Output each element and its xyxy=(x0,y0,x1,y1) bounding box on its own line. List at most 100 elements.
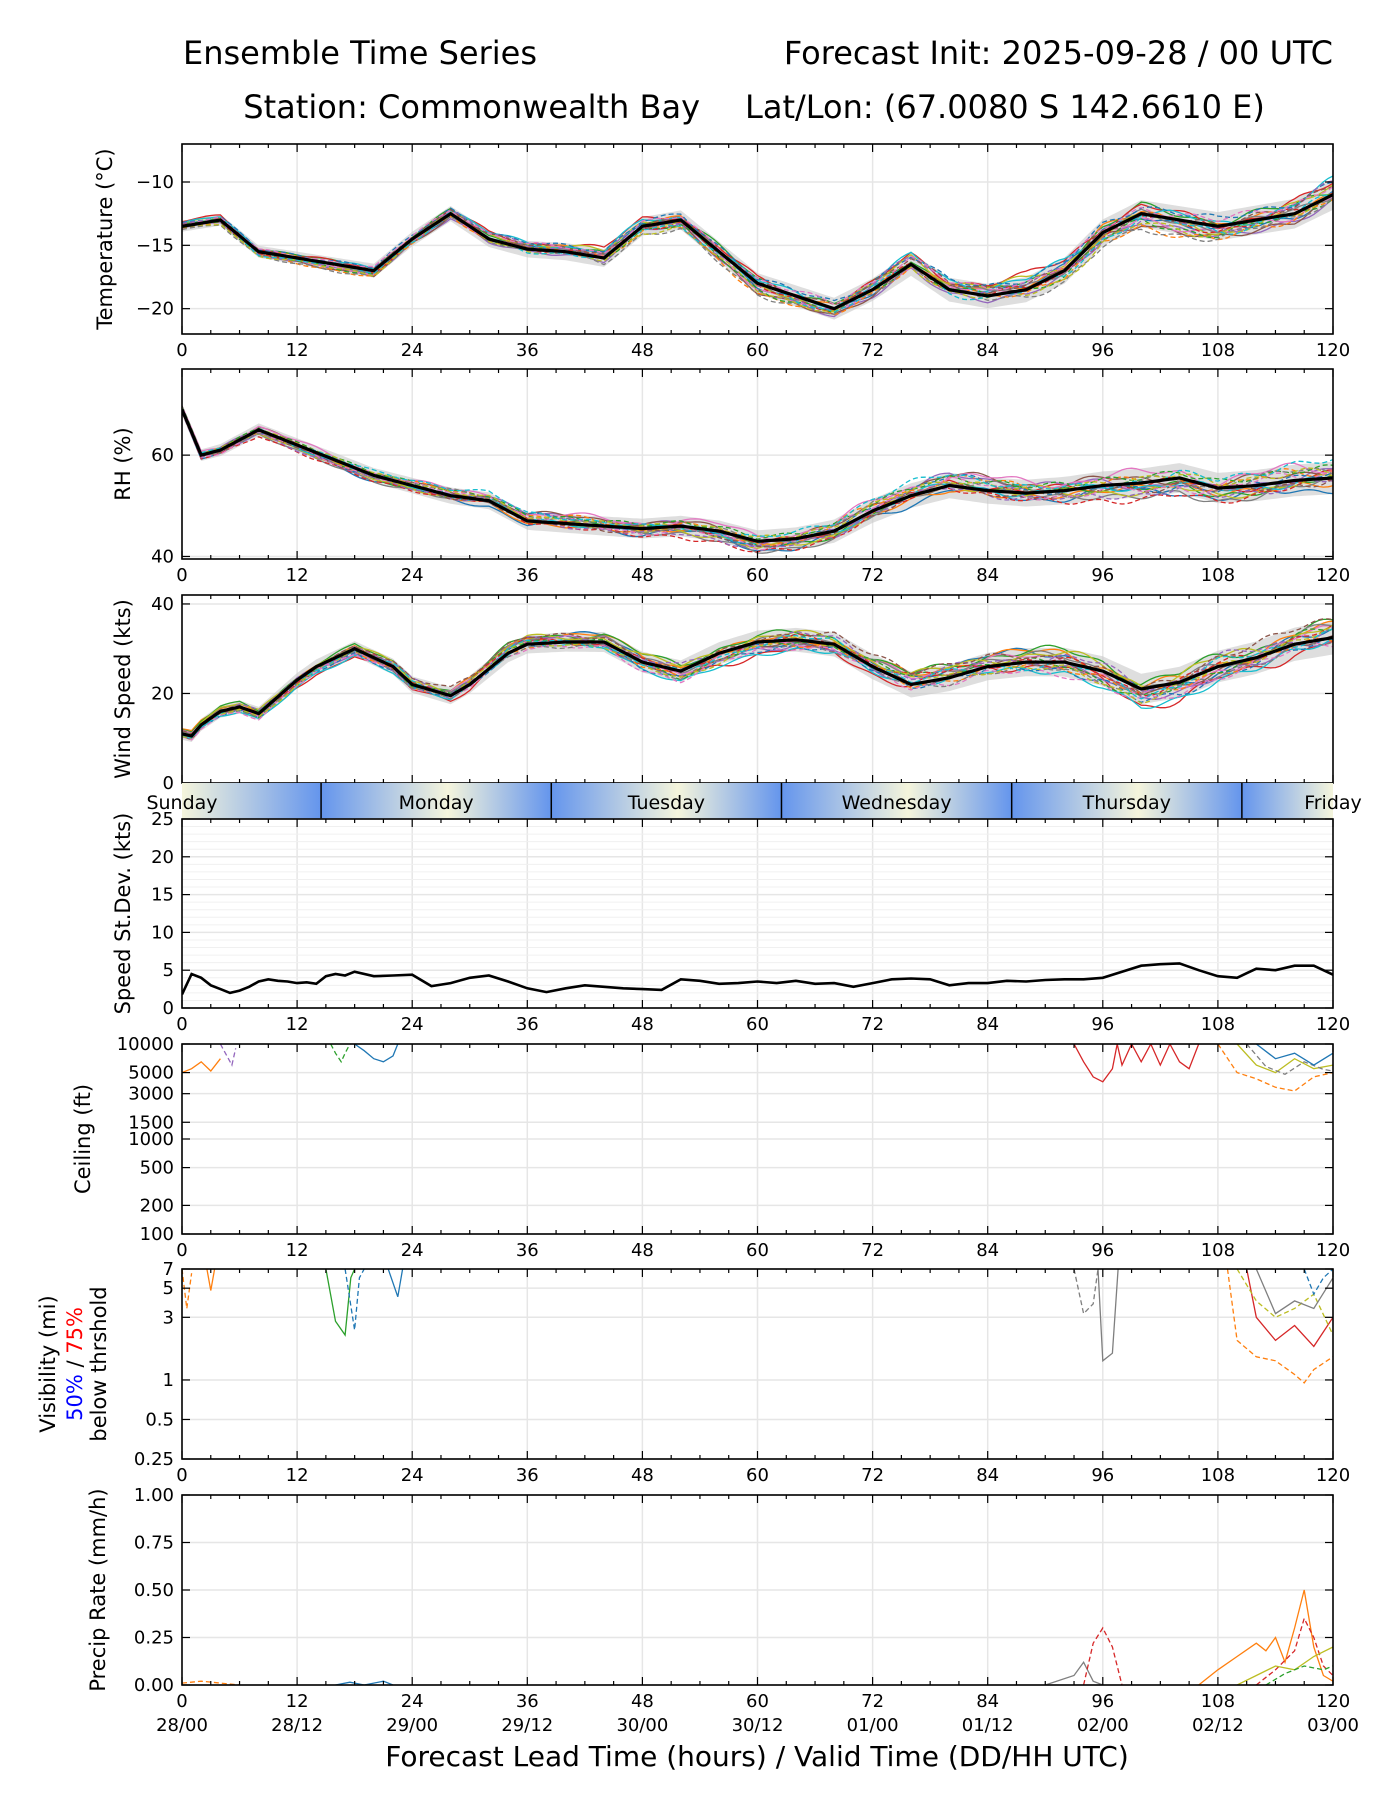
visibility-member-line xyxy=(1246,1269,1333,1348)
temperature-xtick-label: 12 xyxy=(286,340,309,361)
visibility-member-line xyxy=(1097,1269,1119,1363)
panels: 0 12 24 36 48 60 72 84 96 108 120−10−15−20Temperat… xyxy=(36,143,1362,1773)
ceiling-ytick-label: 5000 xyxy=(128,1063,174,1084)
ceiling-ytick-label: 200 xyxy=(140,1195,174,1216)
ceiling-member-line xyxy=(354,1044,399,1063)
precip_rate-member-line xyxy=(1255,1616,1333,1685)
temperature-member-line xyxy=(182,186,1333,306)
wind_speed-ytick-label: 0 xyxy=(163,773,174,794)
rh-xtick-label: 120 xyxy=(1316,565,1350,586)
day-label: Thursday xyxy=(1082,792,1171,814)
precip_rate-member-line xyxy=(1082,1626,1123,1685)
precip_rate-ytick-label: 0.25 xyxy=(134,1628,174,1649)
rh-xtick-label: 72 xyxy=(861,565,884,586)
speed_stdev-ylabel: Speed St.Dev. (kts) xyxy=(111,813,135,1015)
precip_rate-xtick-label: 0 xyxy=(176,1691,187,1712)
wind_speed-member-line xyxy=(182,624,1333,736)
precip_rate-plot-area xyxy=(182,1589,1333,1685)
threshold-50-label: 50% xyxy=(63,1374,87,1421)
ceiling-ytick-label: 10000 xyxy=(117,1034,174,1055)
visibility-xtick-label: 84 xyxy=(976,1465,999,1486)
speed-stdev-line xyxy=(182,962,1333,995)
temperature-xtick-label: 84 xyxy=(976,340,999,361)
visibility-member-line xyxy=(1255,1269,1333,1315)
visibility-xtick-label: 0 xyxy=(176,1465,187,1486)
day-label: Friday xyxy=(1304,792,1362,814)
wind_speed-ylabel: Wind Speed (kts) xyxy=(111,599,135,779)
x-axis-label: Forecast Lead Time (hours) / Valid Time … xyxy=(385,1740,1129,1773)
speed_stdev-xtick-label: 36 xyxy=(516,1014,539,1035)
valid-time-label: 01/12 xyxy=(962,1715,1014,1736)
temperature-xtick-label: 48 xyxy=(631,340,654,361)
wind_speed-ytick-label: 40 xyxy=(151,594,174,615)
day-band-segment xyxy=(781,783,1012,819)
temperature-ytick-label: −20 xyxy=(136,299,174,320)
speed_stdev-plot-area xyxy=(182,826,1333,1001)
speed_stdev-xtick-label: 72 xyxy=(861,1014,884,1035)
ceiling-ytick-label: 1000 xyxy=(128,1129,174,1150)
temperature-ylabel: Temperature (°C) xyxy=(93,148,117,330)
temperature-xtick-label: 24 xyxy=(401,340,424,361)
temperature-xtick-label: 108 xyxy=(1201,340,1235,361)
ceiling-member-line xyxy=(1236,1044,1333,1074)
temperature-panel: 0 12 24 36 48 60 72 84 96 108 120 −10 −15 −20 Temperat… xyxy=(93,143,1350,361)
temperature-xtick-label: 36 xyxy=(516,340,539,361)
visibility-xtick-label: 60 xyxy=(746,1465,769,1486)
wind_speed-member-line xyxy=(182,637,1333,738)
visibility-ylabel: Visibility (mi) xyxy=(36,1295,60,1432)
precip_rate-member-line xyxy=(1236,1646,1333,1685)
visibility-ytick-label: 3 xyxy=(163,1307,174,1328)
precip_rate-xtick-label: 84 xyxy=(976,1691,999,1712)
ceiling-member-line xyxy=(1073,1044,1200,1083)
speed_stdev-ytick-label: 20 xyxy=(151,847,174,868)
day-band-segment xyxy=(551,783,782,819)
ceiling-member-line xyxy=(182,1058,221,1074)
temperature-mean-line xyxy=(182,193,1333,311)
precip_rate-member-line xyxy=(1045,1660,1104,1685)
precip_rate-xtick-label: 108 xyxy=(1201,1691,1235,1712)
valid-time-label: 30/00 xyxy=(616,1715,668,1736)
wind_speed-plot-area xyxy=(182,618,1333,742)
visibility-ytick-label: 0.25 xyxy=(134,1449,174,1470)
rh-member-line xyxy=(182,407,1333,539)
valid-time-label: 28/12 xyxy=(271,1715,323,1736)
ceiling-member-line xyxy=(1255,1044,1333,1066)
speed_stdev-xtick-label: 48 xyxy=(631,1014,654,1035)
wind_speed-panel: 0 20 40 Wind Speed (kts) xyxy=(111,594,1334,794)
valid-time-label: 02/12 xyxy=(1192,1715,1244,1736)
speed_stdev-ytick-label: 5 xyxy=(163,960,174,981)
precip_rate-xtick-label: 72 xyxy=(861,1691,884,1712)
speed_stdev-ytick-label: 10 xyxy=(151,922,174,943)
temperature-xtick-label: 120 xyxy=(1316,340,1350,361)
day-label: Monday xyxy=(399,792,474,814)
rh-member-line xyxy=(182,406,1333,544)
ceiling-ytick-label: 1500 xyxy=(128,1112,174,1133)
temperature-plot-area xyxy=(182,175,1333,320)
wind_speed-member-line xyxy=(182,637,1333,738)
visibility-ylabel-sub: below thrshold xyxy=(87,1286,111,1441)
visibility-member-line xyxy=(325,1269,356,1337)
precip_rate-xtick-label: 60 xyxy=(746,1691,769,1712)
ceiling-panel: 0 12 24 36 48 60 72 84 96 108 120 100 200 500 10001500… xyxy=(71,1034,1350,1261)
valid-time-label: 28/00 xyxy=(156,1715,208,1736)
visibility-panel: 0 12 24 36 48 60 72 84 96 108 120 0.25 0.5 1 3 57 Visibi… xyxy=(36,1259,1350,1486)
temperature-member-line xyxy=(182,198,1333,316)
day-label: Sunday xyxy=(146,792,217,814)
precip_rate-xtick-label: 48 xyxy=(631,1691,654,1712)
rh-xtick-label: 24 xyxy=(401,565,424,586)
ceiling-xtick-label: 120 xyxy=(1316,1240,1350,1261)
title-left: Ensemble Time Series xyxy=(183,34,537,72)
speed_stdev-xtick-label: 108 xyxy=(1201,1014,1235,1035)
temperature-xtick-label: 72 xyxy=(861,340,884,361)
ceiling-xtick-label: 36 xyxy=(516,1240,539,1261)
valid-time-label: 01/00 xyxy=(847,1715,899,1736)
temperature-xtick-label: 0 xyxy=(176,340,187,361)
visibility-threshold-label: 50% / 75% xyxy=(63,1307,87,1421)
ceiling-plot-area xyxy=(182,1044,1333,1092)
precip_rate-member-line xyxy=(335,1680,394,1685)
valid-time-label: 02/00 xyxy=(1077,1715,1129,1736)
rh-xtick-label: 108 xyxy=(1201,565,1235,586)
day-band-segment xyxy=(182,783,322,819)
speed_stdev-panel: 0 12 24 36 48 60 72 84 96 108 120 0 5 10 15 20 25 Speed S… xyxy=(111,809,1350,1035)
temperature-member-line xyxy=(182,198,1333,314)
